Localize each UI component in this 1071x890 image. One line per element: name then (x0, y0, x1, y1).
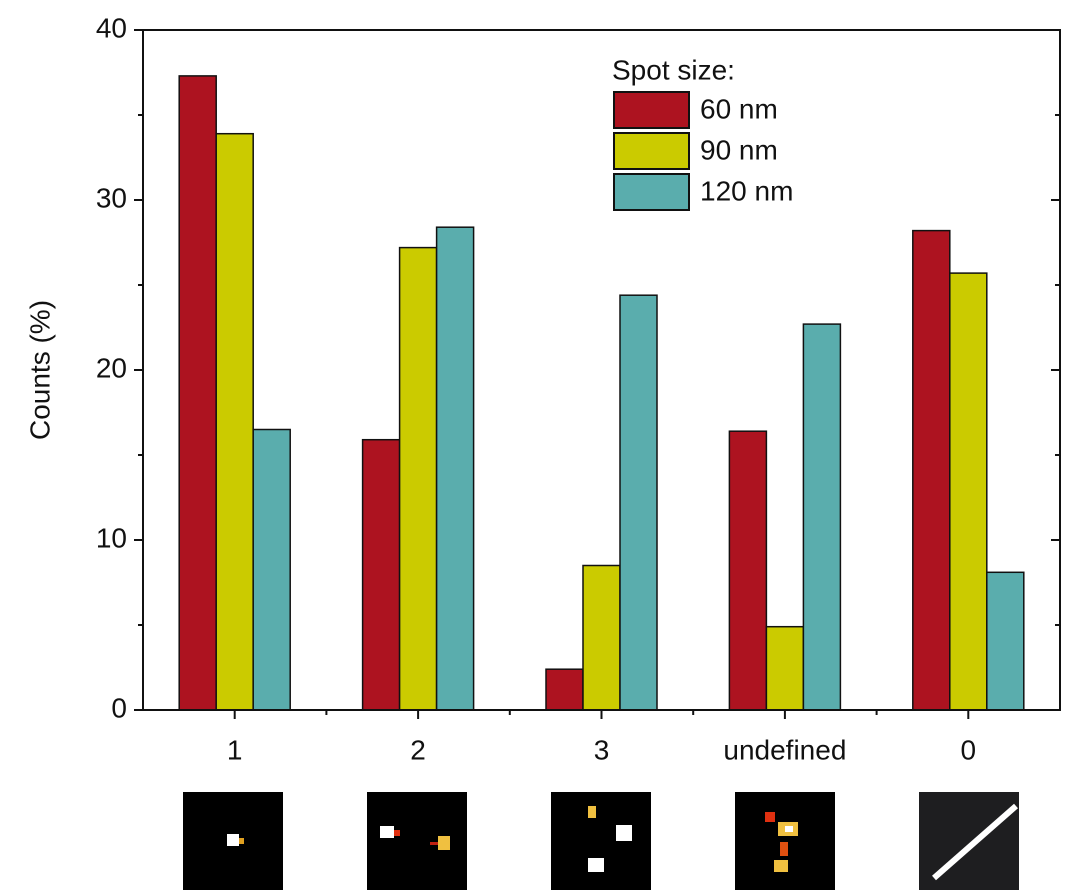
spot (239, 838, 244, 844)
bar (803, 324, 840, 710)
spot (380, 826, 394, 838)
bar (729, 431, 766, 710)
spot (765, 812, 775, 822)
x-tick-label: 1 (227, 734, 243, 765)
y-tick-label: 0 (111, 692, 127, 723)
spot (780, 842, 788, 856)
x-tick-label: undefined (723, 734, 846, 765)
bar (253, 430, 290, 711)
bar (913, 231, 950, 710)
chart: Counts (%) Spot size: 0 10 20 30 40 1 2 3 undefi… (0, 0, 1071, 890)
legend-swatch (614, 174, 689, 210)
x-tick-label: 2 (410, 734, 426, 765)
spot (227, 834, 239, 846)
bar (950, 273, 987, 710)
bar (766, 627, 803, 710)
legend-title: Spot size: (612, 54, 735, 85)
legend-label: 60 nm (700, 93, 778, 124)
spot (785, 826, 793, 832)
bar (363, 440, 400, 710)
legend-label: 120 nm (700, 175, 793, 206)
spot (394, 830, 400, 836)
bar (620, 295, 657, 710)
bar (437, 227, 474, 710)
spot (588, 858, 604, 872)
y-tick-label: 30 (96, 182, 127, 213)
bar (179, 76, 216, 710)
spot (430, 842, 438, 845)
legend-label: 90 nm (700, 134, 778, 165)
thumbnails (183, 792, 1019, 890)
legend-swatch (614, 92, 689, 128)
x-tick-label: 3 (594, 734, 610, 765)
spot (438, 836, 450, 850)
legend-swatch (614, 133, 689, 169)
bar (216, 134, 253, 710)
y-tick-label: 40 (96, 12, 127, 43)
thumbnail (735, 792, 835, 890)
y-tick-label: 20 (96, 352, 127, 383)
x-tick-label: 0 (961, 734, 977, 765)
bar (583, 566, 620, 711)
thumbnail (551, 792, 651, 890)
spot (588, 806, 596, 818)
y-axis-label: Counts (%) (24, 300, 55, 440)
spot (616, 825, 632, 841)
bar (400, 248, 437, 710)
bar (987, 572, 1024, 710)
bar (546, 669, 583, 710)
y-tick-label: 10 (96, 522, 127, 553)
thumbnail (367, 792, 467, 890)
spot (774, 860, 788, 872)
